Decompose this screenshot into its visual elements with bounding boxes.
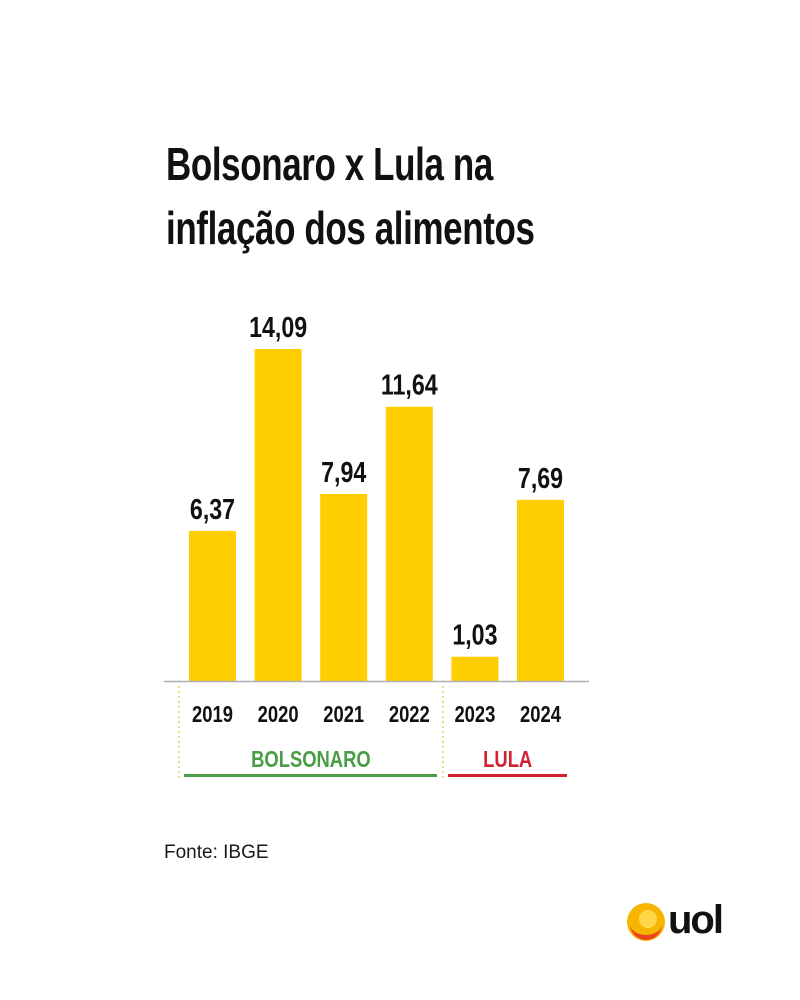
bar-2024: [517, 499, 564, 681]
bar-chart: 6,37 2019 14,09 2020 7,94 2021 11,64 2022 1,03 20…: [164, 310, 589, 778]
chart-title-line-1: Bolsonaro x Lula na: [166, 138, 493, 190]
bar-2023: [451, 656, 499, 681]
source-note: Fonte: IBGE: [164, 842, 269, 863]
uol-logo[interactable]: uol: [626, 898, 744, 946]
x-tick-label-2024: 2024: [520, 702, 561, 727]
bar-2020: [254, 349, 302, 681]
value-label-2022: 11,64: [381, 368, 438, 401]
x-tick-label-2023: 2023: [454, 702, 495, 727]
value-label-2020: 14,09: [249, 310, 307, 343]
group-label-bolsonaro: BOLSONARO: [251, 747, 371, 772]
value-label-2024: 7,69: [518, 461, 563, 494]
chart-title-line-2: inflação dos alimentos: [166, 202, 535, 254]
x-tick-label-2019: 2019: [192, 702, 233, 727]
x-tick-label-2020: 2020: [258, 702, 299, 727]
x-tick-label-2021: 2021: [323, 702, 364, 727]
value-label-2021: 7,94: [321, 455, 366, 488]
group-label-lula: LULA: [483, 747, 532, 772]
value-label-2023: 1,03: [452, 618, 497, 651]
uol-wordmark: uol: [668, 898, 724, 942]
uol-sun-icon: [627, 903, 665, 941]
chart-title: Bolsonaro x Lula na inflação dos aliment…: [166, 132, 561, 260]
bar-2019: [189, 530, 236, 681]
value-label-2019: 6,37: [190, 492, 235, 525]
bar-2022: [385, 406, 433, 681]
bar-2021: [320, 493, 368, 681]
x-tick-label-2022: 2022: [389, 702, 430, 727]
